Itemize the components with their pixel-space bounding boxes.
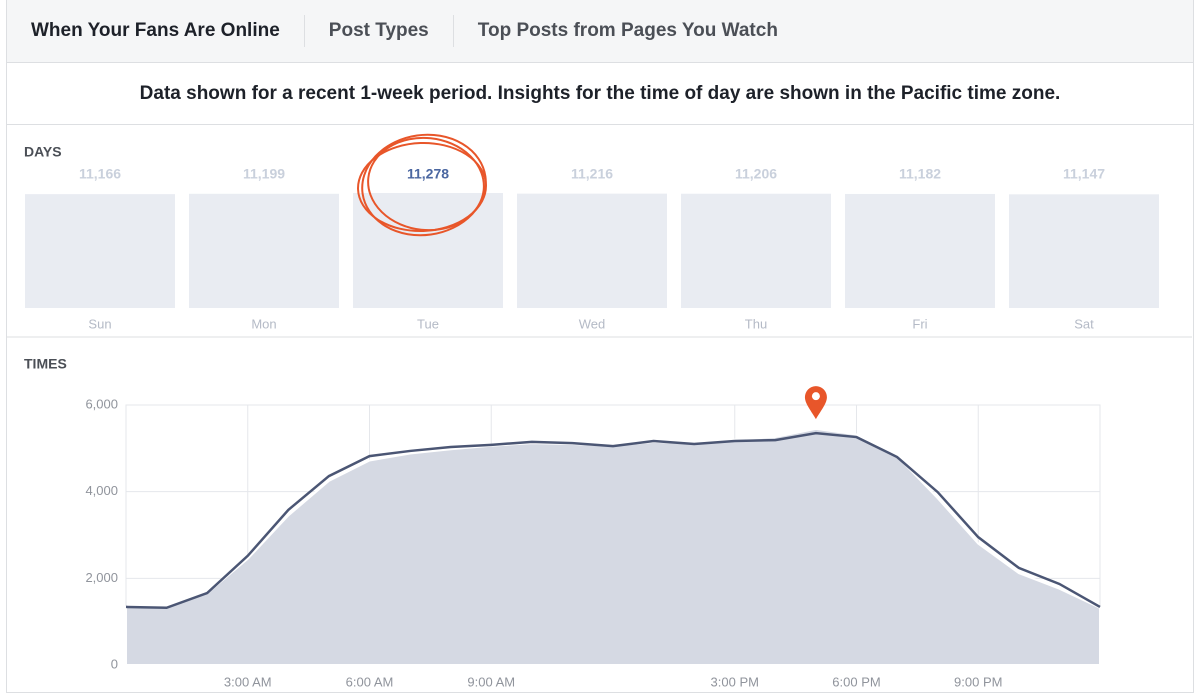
value-label: 11,166	[79, 166, 121, 182]
day-label: Thu	[745, 316, 767, 331]
x-tick-label: 3:00 PM	[711, 674, 759, 689]
tab[interactable]: When Your Fans Are Online	[31, 20, 280, 41]
insights-panel: When Your Fans Are Online Post Types Top…	[6, 0, 1194, 693]
day-bar	[845, 193, 995, 308]
y-tick-label: 4,000	[85, 483, 118, 498]
x-tick-label: 9:00 AM	[467, 674, 515, 689]
day-bar	[353, 193, 503, 308]
day-bar	[189, 193, 339, 308]
section-title: DAYS	[24, 144, 62, 160]
pin-dot	[811, 392, 820, 401]
x-tick-label: 3:00 AM	[224, 674, 272, 689]
peak-marker	[804, 386, 827, 420]
circle-annotation	[357, 133, 487, 237]
day-bar	[517, 193, 667, 308]
x-tick-label: 6:00 PM	[832, 674, 880, 689]
day-bar	[25, 194, 175, 308]
x-tick-label: 6:00 AM	[346, 674, 394, 689]
day-label: Tue	[417, 316, 439, 331]
value-label: 11,206	[735, 166, 777, 182]
day-label: Wed	[579, 316, 606, 331]
value-label: 11,216	[571, 166, 613, 182]
y-tick-label: 0	[111, 656, 118, 671]
tab[interactable]: Top Posts from Pages You Watch	[452, 15, 802, 47]
tab-bar: When Your Fans Are Online Post Types Top…	[7, 0, 1193, 63]
day-bar	[1009, 194, 1159, 308]
value-label: 11,182	[899, 166, 941, 182]
day-label: Sun	[88, 316, 111, 331]
value-label: 11,199	[243, 166, 285, 182]
pin	[804, 386, 827, 420]
value-label: 11,278	[407, 166, 449, 182]
day-label: Sat	[1074, 316, 1094, 331]
day-bar	[681, 193, 831, 308]
section-title: TIMES	[24, 356, 67, 372]
day-label: Mon	[251, 316, 276, 331]
y-tick-label: 6,000	[85, 396, 118, 411]
y-tick-label: 2,000	[85, 570, 118, 585]
notice: Data shown for a recent 1-week period. I…	[7, 63, 1193, 125]
tab[interactable]: Post Types	[303, 15, 453, 47]
value-label: 11,147	[1063, 166, 1105, 182]
area	[125, 427, 1101, 666]
day-label: Fri	[912, 316, 927, 331]
line	[125, 431, 1101, 610]
x-tick-label: 9:00 PM	[954, 674, 1002, 689]
